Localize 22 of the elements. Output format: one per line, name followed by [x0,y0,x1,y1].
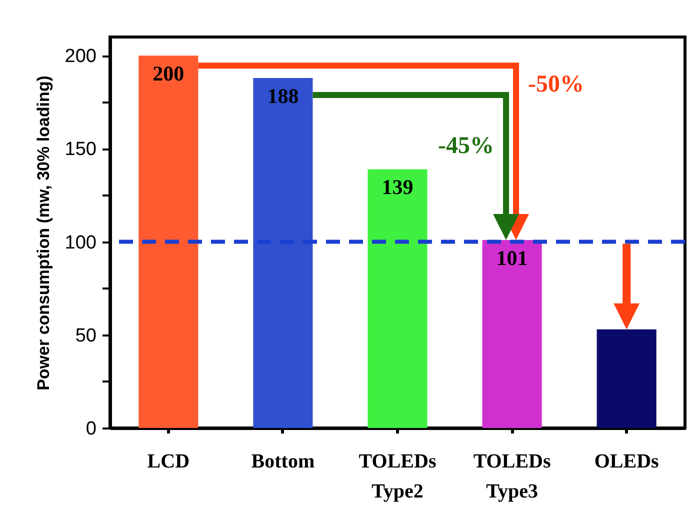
annotation: -50% [528,72,584,98]
bar [368,169,428,428]
y-tick-label: 150 [64,139,96,160]
x-tick-label: OLEDs [594,450,660,472]
annotation: -45% [438,132,494,159]
x-tick-label: TOLEDs Type3 [473,450,551,502]
data-label: 101 [496,246,528,270]
data-label: 139 [382,175,414,200]
bar [596,329,656,428]
data-label: 188 [267,84,299,108]
x-tick-label: TOLEDs Type2 [358,450,436,502]
bar [138,56,198,428]
y-tick-label: 0 [86,418,96,440]
x-tick-label: Bottom [251,450,315,472]
bar [482,240,542,428]
data-label: 200 [152,62,184,86]
y-tick-label: 50 [75,325,96,346]
y-axis-title: Power consumption (mw, 30% loading) [34,76,53,390]
x-tick-label: LCD [147,450,190,472]
bar [253,78,313,428]
y-tick-label: 100 [64,232,96,254]
y-tick-label: 200 [64,46,96,68]
